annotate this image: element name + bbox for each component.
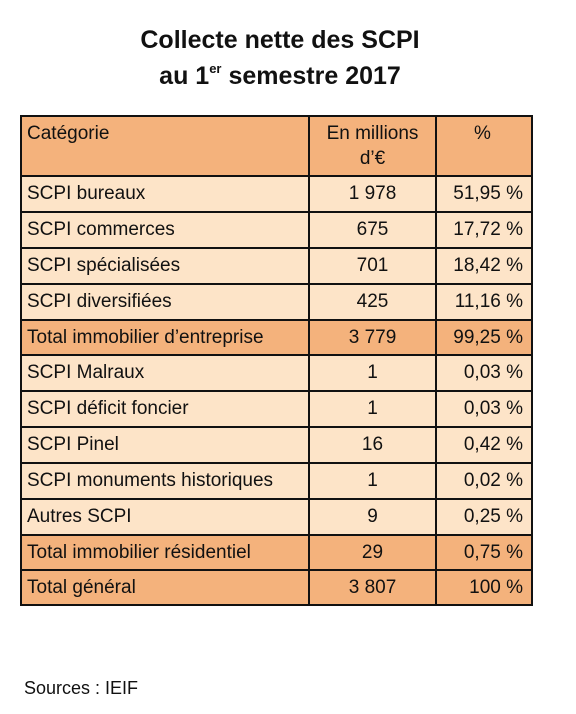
percent-cell: 11,16 %	[435, 283, 533, 321]
amount-cell: 425	[308, 283, 437, 321]
header-cell: En millions d’€	[308, 115, 437, 177]
category-cell: Total immobilier résidentiel	[20, 534, 310, 571]
percent-cell: 18,42 %	[435, 247, 533, 285]
title-text: au 1	[159, 62, 210, 90]
header-cell: %	[435, 115, 533, 177]
category-cell: SCPI Pinel	[20, 426, 310, 464]
table-row: SCPI Pinel 16 0,42 %	[20, 426, 533, 464]
title-line: Collecte nette des SCPI	[140, 26, 420, 54]
percent-cell: 0,03 %	[435, 390, 533, 428]
category-cell: Autres SCPI	[20, 498, 310, 536]
amount-cell: 16	[308, 426, 437, 464]
category-cell: SCPI diversifiées	[20, 283, 310, 321]
table-row: SCPI spécialisées 701 18,42 %	[20, 247, 533, 285]
table-row: Autres SCPI 9 0,25 %	[20, 498, 533, 536]
category-cell: SCPI déficit foncier	[20, 390, 310, 428]
percent-cell: 0,03 %	[435, 354, 533, 392]
category-cell: SCPI monuments historiques	[20, 462, 310, 500]
category-cell: Total général	[20, 569, 310, 606]
amount-cell: 3 779	[308, 319, 437, 356]
category-cell: SCPI bureaux	[20, 175, 310, 213]
table-row: SCPI Malraux 1 0,03 %	[20, 354, 533, 392]
amount-cell: 1	[308, 462, 437, 500]
percent-cell: 100 %	[435, 569, 533, 606]
percent-cell: 0,02 %	[435, 462, 533, 500]
amount-cell: 701	[308, 247, 437, 285]
table: Catégorie En millions d’€ % SCPI bureaux…	[20, 115, 533, 606]
amount-cell: 1	[308, 390, 437, 428]
title-superscript: er	[209, 61, 222, 76]
amount-cell: 1 978	[308, 175, 437, 213]
header-cell: Catégorie	[20, 115, 310, 177]
title: Collecte nette des SCPI au 1er semestre 2…	[0, 22, 560, 94]
header-row: Catégorie En millions d’€ %	[20, 115, 533, 177]
amount-cell: 9	[308, 498, 437, 536]
title-text: semestre 2017	[228, 62, 401, 90]
table-row: Total général 3 807 100 %	[20, 569, 533, 606]
amount-cell: 675	[308, 211, 437, 249]
table-row: SCPI déficit foncier 1 0,03 %	[20, 390, 533, 428]
table-row: SCPI monuments historiques 1 0,02 %	[20, 462, 533, 500]
percent-cell: 0,42 %	[435, 426, 533, 464]
table-row: Total immobilier résidentiel 29 0,75 %	[20, 534, 533, 571]
category-cell: SCPI Malraux	[20, 354, 310, 392]
percent-cell: 99,25 %	[435, 319, 533, 356]
amount-cell: 3 807	[308, 569, 437, 606]
percent-cell: 0,75 %	[435, 534, 533, 571]
amount-cell: 1	[308, 354, 437, 392]
category-cell: Total immobilier d’entreprise	[20, 319, 310, 356]
table-row: SCPI diversifiées 425 11,16 %	[20, 283, 533, 321]
percent-cell: 0,25 %	[435, 498, 533, 536]
table-row: SCPI commerces 675 17,72 %	[20, 211, 533, 249]
table-body: Catégorie En millions d’€ % SCPI bureaux…	[20, 115, 533, 606]
sources: Sources : IEIF	[24, 678, 139, 698]
category-cell: SCPI commerces	[20, 211, 310, 249]
category-cell: SCPI spécialisées	[20, 247, 310, 285]
table-row: SCPI bureaux 1 978 51,95 %	[20, 175, 533, 213]
percent-cell: 51,95 %	[435, 175, 533, 213]
percent-cell: 17,72 %	[435, 211, 533, 249]
table-row: Total immobilier d’entreprise 3 779 99,25 …	[20, 319, 533, 356]
amount-cell: 29	[308, 534, 437, 571]
